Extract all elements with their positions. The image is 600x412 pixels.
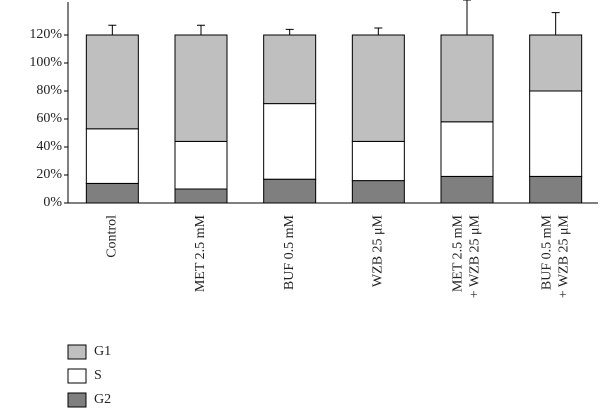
x-tick-label: + WZB 25 μM [556,214,571,298]
bar-segment [529,34,583,92]
legend-label: G1 [94,344,111,359]
x-tick-label: + WZB 25 μM [468,214,483,298]
bar-segment [85,128,139,184]
bar-segment [440,121,494,177]
error-bar [197,24,205,35]
y-tick-label: 20% [36,167,62,182]
x-tick-label: WZB 25 μM [371,214,386,287]
y-tick-label: 120% [29,27,62,42]
bar-segment [263,103,317,180]
x-tick-label: MET 2.5 mM [193,214,208,292]
y-tick-label: 80% [36,83,62,98]
x-tick-label: MET 2.5 mM [451,214,466,292]
bar-segment [529,90,583,177]
bar-segment [529,175,583,204]
error-bar [108,24,117,35]
bar-segment [440,175,494,204]
y-tick-label: 0% [43,195,62,210]
y-tick-label: 60% [36,111,62,126]
legend-swatch [67,392,87,408]
y-tick-label: 40% [36,139,62,154]
y-tick-label: 100% [29,55,62,70]
legend-label: G2 [94,392,111,407]
error-bar [374,27,383,35]
bar-segment [174,188,228,204]
x-tick-label: BUF 0.5 mM [539,214,554,290]
bar-segment [351,34,405,142]
x-tick-label: BUF 0.5 mM [282,214,297,290]
bar-segment [351,140,405,182]
bar-segment [174,34,228,142]
bar-segment [351,180,405,204]
legend-label: S [94,368,102,383]
bar-segment [85,182,139,204]
bar-segment [263,34,317,105]
bar-segment [263,178,317,204]
bar-segment [85,34,139,130]
legend-swatch [67,344,87,360]
legend-swatch [67,368,87,384]
bar-segment [440,34,494,123]
x-tick-label: Control [105,215,120,258]
bar-segment [174,140,228,190]
error-bar [551,12,560,35]
error-bar [285,28,294,35]
error-bar [463,0,471,35]
